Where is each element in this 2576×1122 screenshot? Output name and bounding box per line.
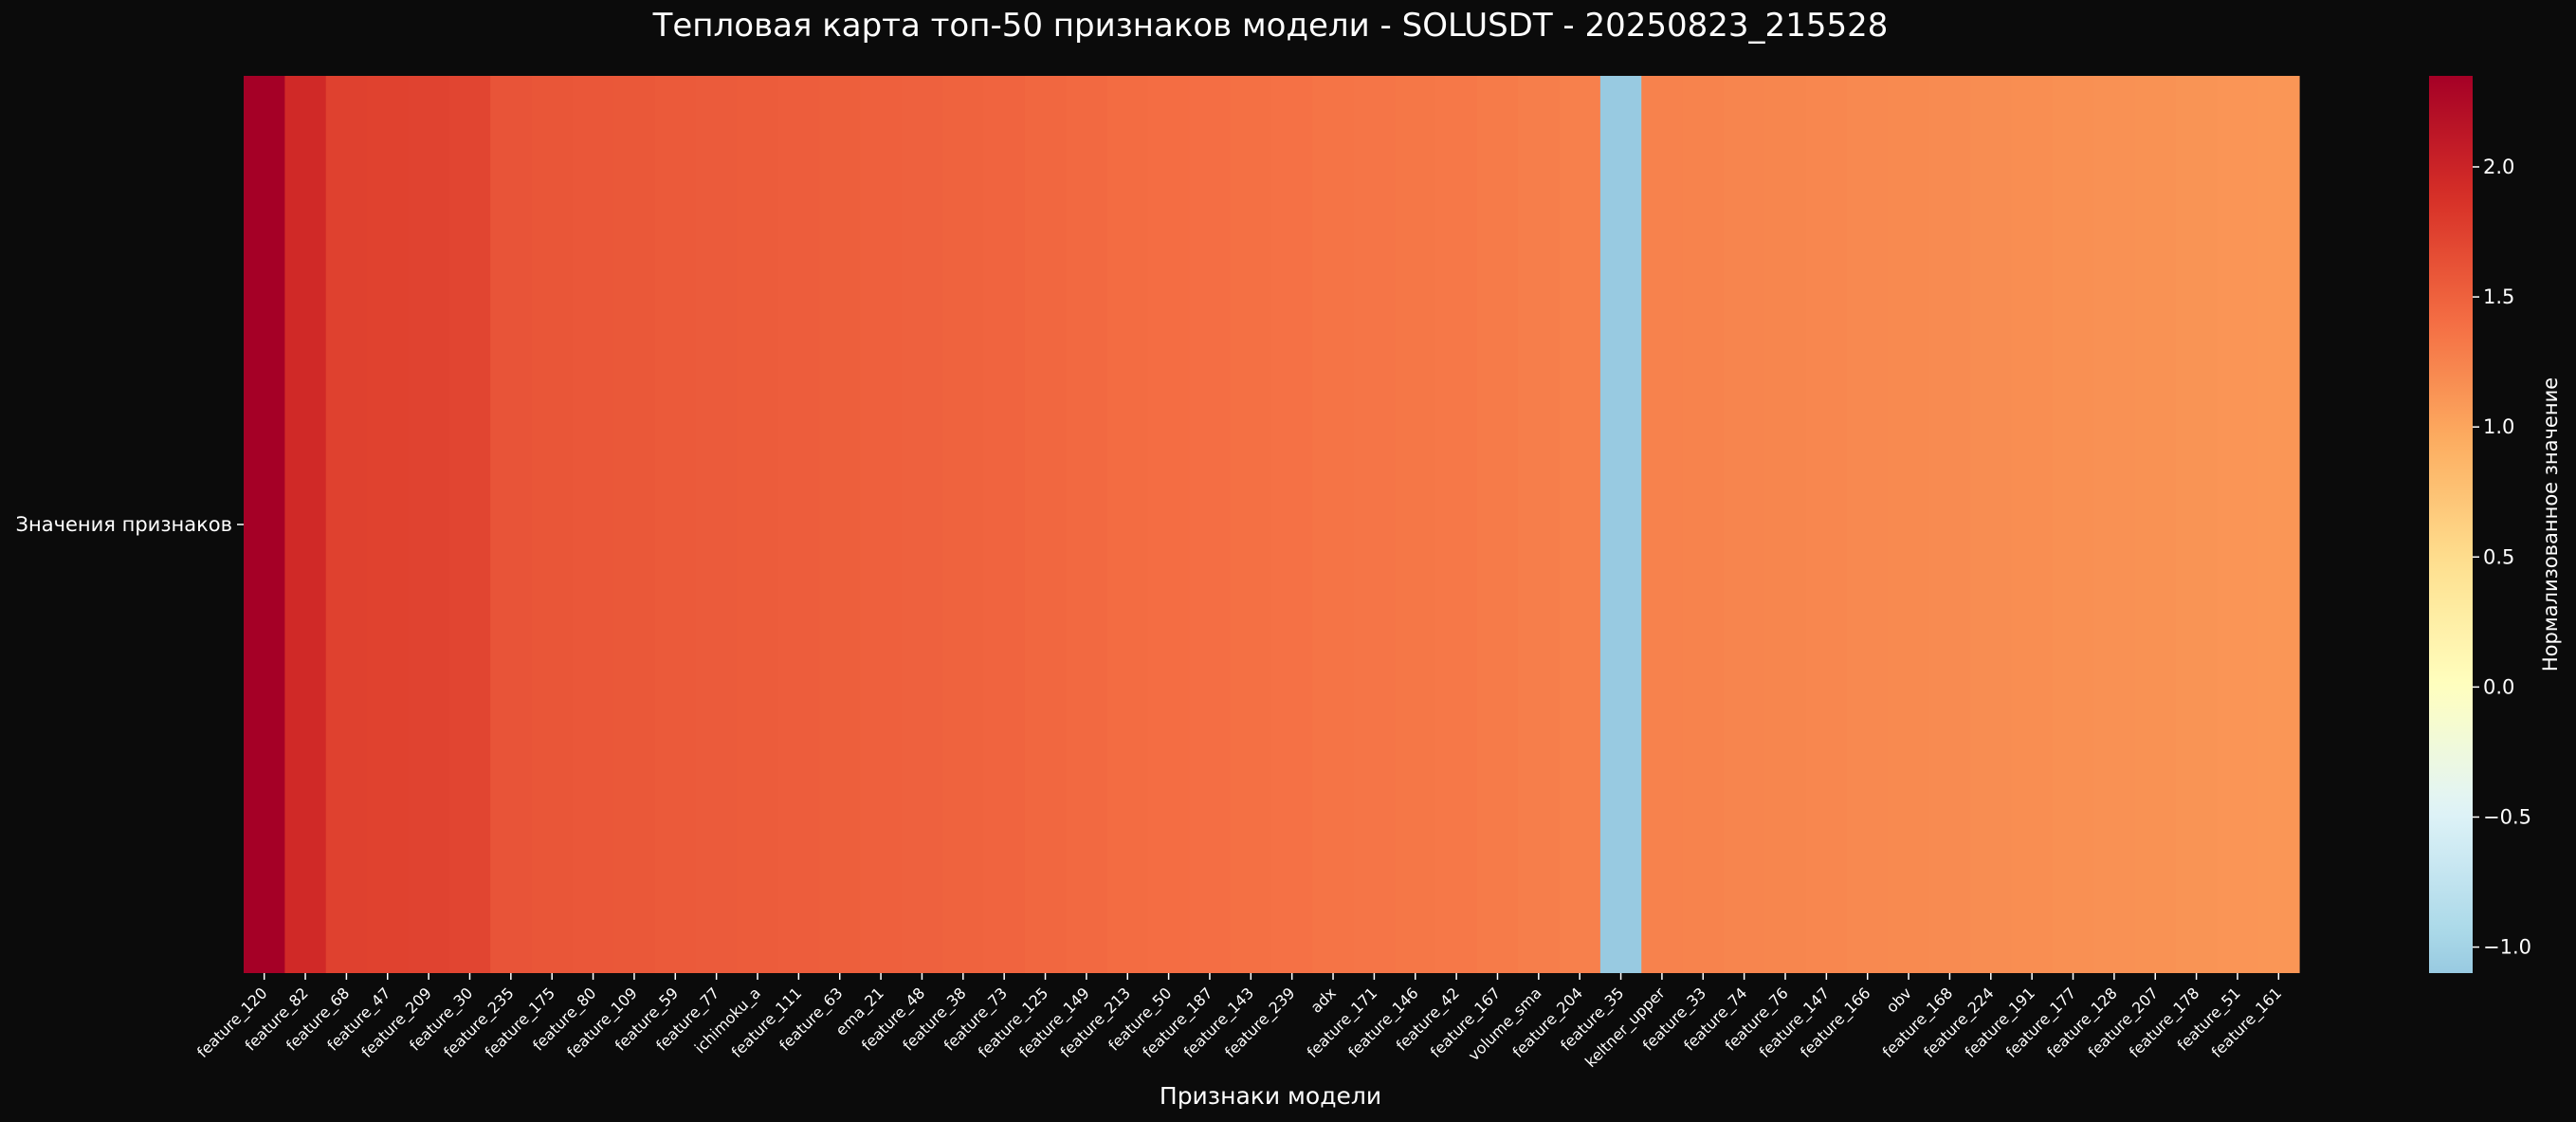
colorbar-tick-label: 1.5 (2483, 285, 2514, 308)
heatmap-cell-feature_171 (1353, 76, 1396, 973)
heatmap-cell-ichimoku_a (737, 76, 779, 973)
heatmap-cell-feature_120 (244, 76, 285, 973)
y-axis-ticks: Значения признаков (16, 513, 244, 536)
x-axis-label: Признаки модели (1160, 1082, 1381, 1110)
heatmap-cell-feature_167 (1476, 76, 1519, 973)
heatmap-cell-feature_224 (1970, 76, 2013, 973)
heatmap-cell-feature_111 (777, 76, 820, 973)
heatmap-cell-feature_125 (1024, 76, 1067, 973)
heatmap-cell-feature_191 (2011, 76, 2054, 973)
x-axis-ticks: feature_120feature_82feature_68feature_4… (193, 973, 2286, 1072)
heatmap-cell-feature_128 (2093, 76, 2136, 973)
colorbar (2429, 76, 2473, 973)
heatmap-cell-feature_63 (819, 76, 861, 973)
heatmap-cell-feature_143 (1230, 76, 1272, 973)
heatmap-cell-feature_146 (1395, 76, 1437, 973)
heatmap-cell-feature_82 (284, 76, 327, 973)
y-tick-label: Значения признаков (16, 513, 232, 536)
heatmap-cell-feature_166 (1847, 76, 1889, 973)
heatmap-cell-feature_235 (490, 76, 533, 973)
heatmap-cell-feature_187 (1189, 76, 1232, 973)
colorbar-tick-label: −1.0 (2483, 936, 2531, 959)
colorbar-tick-label: 0.5 (2483, 545, 2514, 568)
heatmap-cell-obv (1888, 76, 1930, 973)
heatmap-cell-feature_33 (1682, 76, 1725, 973)
colorbar-label: Нормализованное значение (2539, 377, 2562, 671)
heatmap-cell-feature_213 (1106, 76, 1149, 973)
heatmap-cell-feature_209 (408, 76, 450, 973)
heatmap-cells (244, 76, 2300, 973)
heatmap-cell-feature_239 (1271, 76, 1313, 973)
colorbar-tick-label: 1.0 (2483, 415, 2514, 438)
heatmap-cell-feature_175 (531, 76, 574, 973)
colorbar-tick-label: 0.0 (2483, 675, 2514, 698)
heatmap-cell-adx (1312, 76, 1355, 973)
heatmap-cell-feature_147 (1805, 76, 1848, 973)
heatmap-cell-feature_47 (367, 76, 410, 973)
heatmap-cell-feature_42 (1435, 76, 1478, 973)
heatmap-cell-feature_149 (1066, 76, 1108, 973)
heatmap-cell-feature_74 (1723, 76, 1765, 973)
colorbar-ticks: 2.0 1.5 1.0 0.5 0.0 −0.5 −1.0 (2473, 156, 2531, 959)
heatmap-cell-ema_21 (860, 76, 903, 973)
heatmap-cell-feature_68 (325, 76, 368, 973)
heatmap-cell-feature_48 (901, 76, 943, 973)
heatmap-cell-feature_207 (2134, 76, 2177, 973)
heatmap-cell-feature_177 (2052, 76, 2094, 973)
heatmap-cell-keltner_upper (1641, 76, 1684, 973)
heatmap-cell-feature_35 (1599, 76, 1642, 973)
heatmap-cell-feature_168 (1928, 76, 1971, 973)
heatmap-cell-feature_38 (942, 76, 985, 973)
heatmap-cell-volume_sma (1518, 76, 1561, 973)
chart-title: Тепловая карта топ-50 признаков модели -… (652, 7, 1889, 45)
heatmap-cell-feature_76 (1764, 76, 1807, 973)
heatmap-cell-feature_204 (1559, 76, 1601, 973)
heatmap-cell-feature_77 (695, 76, 738, 973)
heatmap-cell-feature_59 (654, 76, 697, 973)
heatmap-cell-feature_51 (2217, 76, 2259, 973)
x-tick-label: adx (1307, 984, 1340, 1016)
heatmap-cell-feature_80 (572, 76, 614, 973)
colorbar-tick-label: −0.5 (2483, 805, 2531, 828)
heatmap-cell-feature_161 (2257, 76, 2300, 973)
heatmap-cell-feature_73 (983, 76, 1026, 973)
heatmap-cell-feature_109 (613, 76, 656, 973)
x-tick-label: obv (1883, 984, 1915, 1016)
colorbar-tick-label: 2.0 (2483, 156, 2514, 178)
heatmap-cell-feature_30 (448, 76, 491, 973)
heatmap-cell-feature_178 (2175, 76, 2218, 973)
heatmap-cell-feature_50 (1147, 76, 1190, 973)
